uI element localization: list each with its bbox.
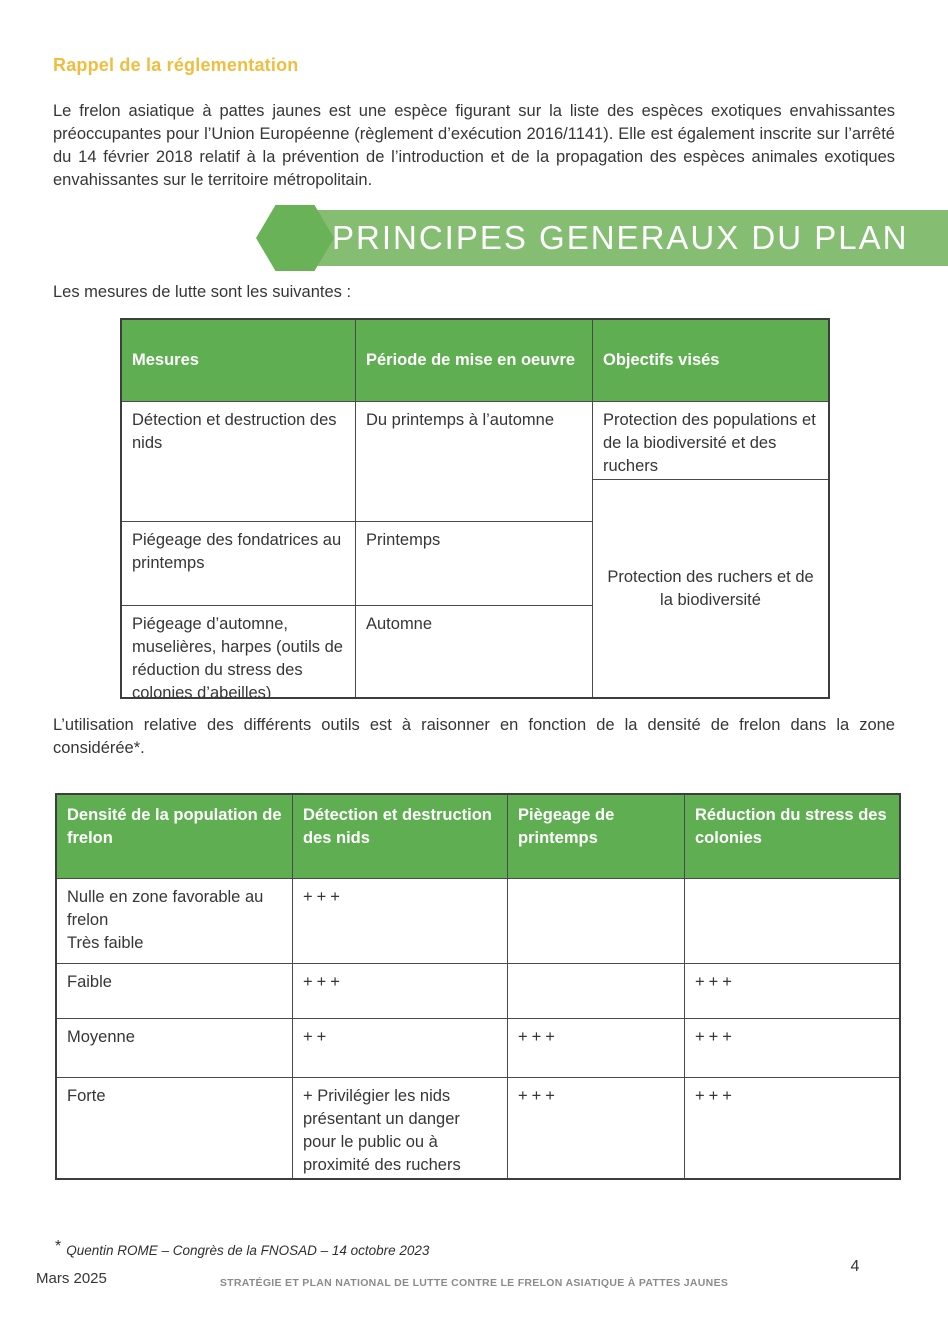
value-cell bbox=[508, 879, 684, 964]
value-cell: +++ bbox=[293, 879, 507, 964]
density-table-col-reduction: Réduction du stress des colonies +++ +++… bbox=[684, 795, 899, 1178]
intro-paragraph: Le frelon asiatique à pattes jaunes est … bbox=[53, 102, 895, 189]
footnote-marker: * bbox=[55, 1238, 62, 1255]
density-cell: Faible bbox=[57, 964, 292, 1019]
density-table-col-detection: Détection et destruction des nids +++ ++… bbox=[292, 795, 507, 1178]
column-header: Mesures bbox=[122, 320, 355, 402]
density-cell: Forte bbox=[67, 1087, 106, 1105]
value-cell: +++ bbox=[293, 964, 507, 1019]
value-cell: +++ bbox=[685, 1019, 899, 1078]
banner-title: PRINCIPES GENERAUX DU PLAN bbox=[332, 219, 909, 256]
periode-cell: Automne bbox=[366, 615, 433, 633]
density-cell: Moyenne bbox=[57, 1019, 292, 1078]
value-cell: +++ bbox=[518, 1087, 559, 1105]
density-cell: Nulle en zone favorable au frelon Très f… bbox=[57, 879, 292, 964]
measures-table-col-mesures: Mesures Détection et destruction des nid… bbox=[122, 320, 355, 697]
periode-cell: Du printemps à l’automne bbox=[356, 402, 592, 522]
section-heading: Rappel de la réglementation bbox=[53, 55, 299, 75]
footer-date: Mars 2025 bbox=[36, 1270, 107, 1287]
density-table-col-density: Densité de la population de frelon Nulle… bbox=[57, 795, 292, 1178]
between-paragraph: L’utilisation relative des différents ou… bbox=[53, 716, 895, 757]
value-cell: ++ bbox=[293, 1019, 507, 1078]
footnote-text: Quentin ROME – Congrès de la FNOSAD – 14… bbox=[66, 1243, 430, 1258]
objectif-cell-merged: Protection des ruchers et de la biodiver… bbox=[607, 567, 814, 609]
density-table-col-piegeage: Piègeage de printemps +++ +++ bbox=[507, 795, 684, 1178]
page-number: 4 bbox=[850, 1258, 860, 1275]
density-table: Densité de la population de frelon Nulle… bbox=[55, 793, 901, 1180]
hexagon-icon bbox=[256, 205, 334, 271]
objectif-cell: Protection des populations et de la biod… bbox=[593, 402, 828, 480]
value-cell bbox=[685, 879, 899, 964]
periode-cell: Printemps bbox=[356, 522, 592, 606]
footnote: * Quentin ROME – Congrès de la FNOSAD – 1… bbox=[55, 1238, 429, 1258]
value-cell: +++ bbox=[695, 1087, 736, 1105]
value-cell: +++ bbox=[508, 1019, 684, 1078]
value-cell: + Privilégier les nids présentant un dan… bbox=[303, 1087, 461, 1174]
measures-table-col-objectifs: Objectifs visés Protection des populatio… bbox=[592, 320, 828, 697]
value-cell: +++ bbox=[685, 964, 899, 1019]
measure-cell: Piégeage d’automne, muselières, harpes (… bbox=[132, 615, 343, 697]
measure-cell: Piégeage des fondatrices au printemps bbox=[122, 522, 355, 606]
footer-caption: STRATÉGIE ET PLAN NATIONAL DE LUTTE CONT… bbox=[219, 1277, 729, 1289]
measures-intro-text: Les mesures de lutte sont les suivantes … bbox=[53, 283, 352, 301]
value-cell bbox=[508, 964, 684, 1019]
column-header: Période de mise en oeuvre bbox=[356, 320, 592, 402]
banner: PRINCIPES GENERAUX DU PLAN bbox=[278, 210, 948, 266]
column-header: Réduction du stress des colonies bbox=[685, 795, 899, 879]
measures-table-col-periode: Période de mise en oeuvre Du printemps à… bbox=[355, 320, 592, 697]
measures-table: Mesures Détection et destruction des nid… bbox=[120, 318, 830, 699]
column-header: Piègeage de printemps bbox=[508, 795, 684, 879]
column-header: Détection et destruction des nids bbox=[293, 795, 507, 879]
measure-cell: Détection et destruction des nids bbox=[122, 402, 355, 522]
column-header: Densité de la population de frelon bbox=[57, 795, 292, 879]
column-header: Objectifs visés bbox=[593, 320, 828, 402]
